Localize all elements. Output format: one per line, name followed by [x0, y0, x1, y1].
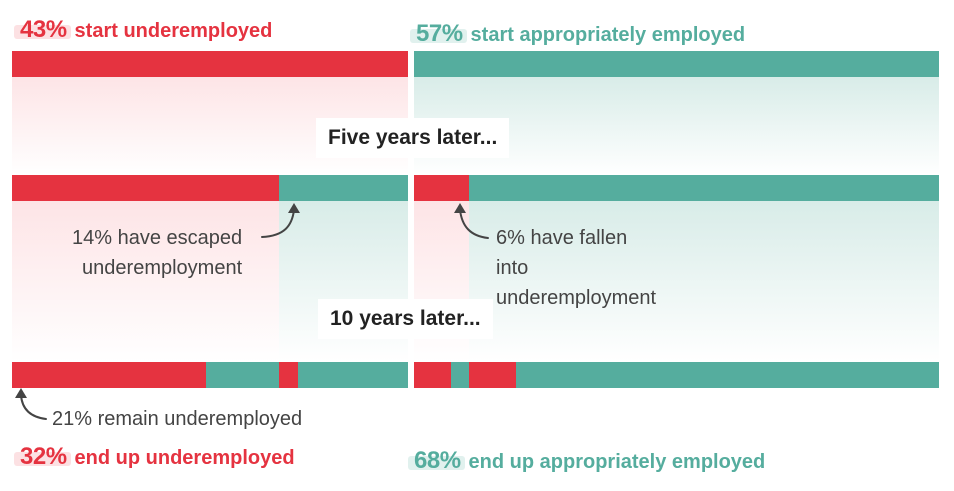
- annotation-fallen: 6% have fallen into underemployment: [496, 223, 656, 313]
- annotation-remain: 21% remain underemployed: [52, 408, 303, 430]
- annotation-line: underemployment: [496, 287, 657, 309]
- bar-ten-right: [414, 362, 939, 388]
- segment-underemployed: [12, 51, 408, 77]
- segment-appropriate: [279, 175, 408, 201]
- headline-text: start appropriately employed: [470, 24, 746, 46]
- bar-ten-left: [12, 362, 408, 388]
- segment-underemployed: [12, 362, 206, 388]
- flow-fade-right-mid-teal: [469, 201, 939, 362]
- curved-arrow-icon: [261, 209, 295, 238]
- curved-arrow-icon: [288, 203, 300, 213]
- bar-start-left: [12, 51, 408, 77]
- headline-text: end up underemployed: [74, 447, 295, 469]
- segment-appropriate: [516, 362, 939, 388]
- segment-appropriate: [206, 362, 279, 388]
- curved-arrow-icon: [15, 388, 27, 398]
- segment-appropriate: [451, 362, 469, 388]
- annotation-escaped: 14% have escaped underemployment: [72, 223, 242, 283]
- bar-five-right: [414, 175, 939, 201]
- headline-start-underemployed: 43% start underemployed: [20, 16, 272, 44]
- headline-end-underemployed: 32% end up underemployed: [20, 443, 295, 471]
- headline-text: start underemployed: [74, 20, 273, 42]
- bar-five-left: [12, 175, 408, 201]
- headline-start-appropriate: 57% start appropriately employed: [416, 20, 745, 48]
- segment-appropriate: [414, 51, 939, 77]
- headline-pct: 43%: [20, 16, 67, 43]
- headline-end-appropriate: 68% end up appropriately employed: [414, 447, 765, 475]
- segment-underemployed: [279, 362, 298, 388]
- headline-pct: 32%: [20, 443, 67, 470]
- segment-appropriate: [469, 175, 939, 201]
- curved-arrow-icon: [20, 394, 47, 420]
- curved-arrow-icon: [459, 209, 489, 239]
- segment-underemployed: [12, 175, 279, 201]
- stage-label-ten-years: 10 years later...: [318, 299, 493, 339]
- headline-text: end up appropriately employed: [468, 451, 766, 473]
- stage-label-five-years: Five years later...: [316, 118, 510, 158]
- annotation-line: 6% have fallen: [496, 227, 628, 249]
- bar-start-right: [414, 51, 939, 77]
- segment-appropriate: [298, 362, 408, 388]
- segment-underemployed: [414, 175, 469, 201]
- flow-fade-left-mid-red: [12, 201, 279, 362]
- annotation-line: 14% have escaped: [72, 227, 243, 249]
- headline-pct: 57%: [416, 20, 463, 47]
- segment-underemployed: [469, 362, 516, 388]
- headline-pct: 68%: [414, 447, 461, 474]
- segment-underemployed: [414, 362, 451, 388]
- annotation-line: into: [496, 257, 529, 279]
- curved-arrow-icon: [454, 203, 466, 213]
- annotation-line: underemployment: [82, 257, 243, 279]
